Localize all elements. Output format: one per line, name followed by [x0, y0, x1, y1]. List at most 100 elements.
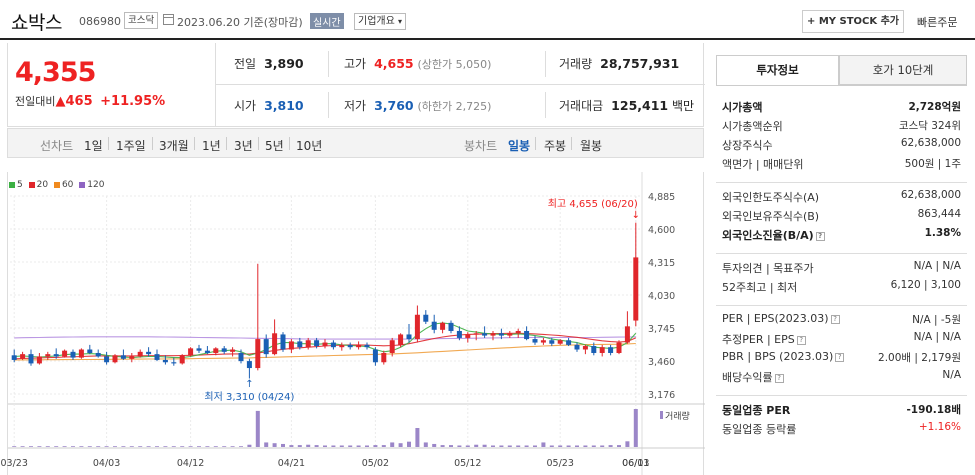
tab-investment-info[interactable]: 투자정보	[716, 55, 839, 85]
period-1y[interactable]: 1년	[202, 139, 221, 153]
info-key: 시가총액순위	[722, 120, 783, 133]
info-row: PBR | BPS (2023.03)? 2.00배 | 2,179원	[722, 350, 961, 367]
low-label: 저가	[344, 99, 367, 113]
separator	[289, 137, 290, 150]
info-value: N/A | N/A	[913, 260, 961, 272]
row-divider	[716, 305, 967, 306]
period-1d[interactable]: 1일	[84, 139, 103, 153]
info-value: 2.00배 | 2,179원	[878, 352, 961, 364]
divider	[545, 51, 546, 77]
separator	[258, 137, 259, 150]
info-key: PBR | BPS (2023.03)?	[722, 350, 845, 363]
divider	[215, 84, 705, 85]
period-5y[interactable]: 5년	[265, 139, 284, 153]
help-icon[interactable]: ?	[796, 335, 806, 345]
info-key: 추정PER | EPS?	[722, 331, 806, 347]
company-overview-dropdown[interactable]: 기업개요 ▾	[354, 13, 407, 30]
period-toolbar: 선차트 1일 1주일 3개월 1년 3년 5년 10년 봉차트 일봉 주봉 월봉	[7, 128, 704, 158]
amt-unit: 백만	[671, 99, 695, 113]
candle-chart-label: 봉차트	[464, 139, 498, 153]
separator	[194, 137, 195, 150]
legend-swatch	[9, 181, 15, 188]
stock-name: 쇼박스	[11, 12, 62, 34]
help-icon[interactable]: ?	[835, 352, 845, 362]
info-value: 6,120 | 3,100	[890, 279, 961, 291]
legend-5: 5	[17, 180, 23, 190]
info-value: N/A | N/A	[913, 331, 961, 343]
period-10y[interactable]: 10년	[296, 139, 323, 153]
info-row: 52주최고 | 최저 6,120 | 3,100	[722, 279, 961, 296]
open-price: 시가 3,810	[234, 97, 304, 114]
stock-header: 쇼박스 086980 코스닥 2023.06.20 기준(장마감) 실시간 기업…	[0, 0, 975, 40]
info-value: 500원 | 1주	[904, 158, 961, 170]
info-key: 외국인한도주식수(A)	[722, 191, 820, 204]
row-divider	[716, 253, 967, 254]
info-row: 시가총액순위 코스닥 324위	[722, 118, 961, 135]
legend-120: 120	[87, 180, 105, 190]
prev-value: 3,890	[264, 56, 304, 71]
candle-weekly[interactable]: 주봉	[544, 139, 567, 153]
upper-limit: (상한가 5,050)	[417, 58, 492, 71]
price-change: 전일대비▲465 +11.95%	[15, 93, 165, 109]
change-rate: +11.95%	[100, 94, 166, 109]
info-key: 액면가 | 매매단위	[722, 158, 804, 171]
info-row: 외국인보유주식수(B) 863,444	[722, 208, 961, 225]
info-row: 배당수익률? N/A	[722, 369, 961, 386]
info-key: 외국인소진율(B/A)?	[722, 227, 825, 243]
info-row: 투자의견 | 목표주가 N/A | N/A	[722, 260, 961, 277]
legend-20: 20	[36, 180, 49, 190]
info-row: 시가총액 2,728억원	[722, 99, 961, 116]
divider	[328, 51, 329, 77]
divider	[328, 92, 329, 118]
info-row: 동일업종 등락률 +1.16%	[722, 421, 961, 438]
help-icon[interactable]: ?	[815, 231, 825, 241]
high-price: 고가 4,655 (상한가 5,050)	[344, 55, 491, 72]
info-row: PER | EPS(2023.03)? N/A | -5원	[722, 312, 961, 329]
separator	[226, 137, 227, 150]
diff-value: 465	[65, 94, 93, 109]
separator	[152, 137, 153, 150]
market-badge: 코스닥	[124, 12, 159, 29]
period-1w[interactable]: 1주일	[116, 139, 146, 153]
up-triangle-icon: ▲	[55, 94, 66, 109]
candle-daily[interactable]: 일봉	[508, 139, 531, 153]
high-label: 고가	[344, 57, 367, 71]
price-summary: 4,355 전일대비▲465 +11.95% 전일 3,890 고가 4,655 (…	[7, 43, 705, 127]
ma-legend: 5 20 60 120	[9, 180, 104, 190]
legend-60: 60	[61, 180, 74, 190]
info-key: 투자의견 | 목표주가	[722, 262, 814, 275]
separator	[108, 137, 109, 150]
info-row: 외국인한도주식수(A) 62,638,000	[722, 189, 961, 206]
help-icon[interactable]: ?	[830, 314, 840, 324]
info-row: 동일업종 PER -190.18배	[722, 402, 961, 419]
info-value: -190.18배	[906, 404, 961, 416]
open-label: 시가	[234, 99, 257, 113]
prev-label: 전일	[234, 57, 257, 71]
vol-value: 28,757,931	[600, 56, 680, 71]
candle-monthly[interactable]: 월봉	[580, 139, 603, 153]
row-divider	[716, 182, 967, 183]
divider	[215, 43, 216, 127]
fast-order-link[interactable]: 빠른주문	[917, 16, 958, 29]
legend-swatch	[79, 181, 86, 188]
realtime-button[interactable]: 실시간	[310, 13, 344, 29]
period-3m[interactable]: 3개월	[159, 139, 189, 153]
tab-orderbook[interactable]: 호가 10단계	[839, 55, 967, 85]
vol-label: 거래량	[559, 57, 593, 71]
info-value: N/A | -5원	[912, 314, 961, 326]
info-rows: 시가총액 2,728억원 시가총액순위 코스닥 324위 상장주식수 62,638,000…	[716, 85, 967, 436]
chevron-down-icon: ▾	[398, 17, 403, 26]
diff-label: 전일대비	[15, 95, 56, 108]
low-value: 3,760	[374, 98, 414, 113]
info-value: 코스닥 324위	[898, 120, 961, 132]
info-key: 동일업종 PER	[722, 404, 791, 417]
period-3y[interactable]: 3년	[234, 139, 253, 153]
info-value: 863,444	[917, 208, 961, 220]
overview-label: 기업개요	[358, 16, 395, 27]
info-value: 1.38%	[924, 227, 961, 239]
row-divider	[716, 395, 967, 396]
open-value: 3,810	[264, 98, 304, 113]
info-value: 62,638,000	[900, 137, 961, 149]
add-mystock-button[interactable]: + MY STOCK 추가	[802, 10, 904, 33]
help-icon[interactable]: ?	[774, 373, 784, 383]
